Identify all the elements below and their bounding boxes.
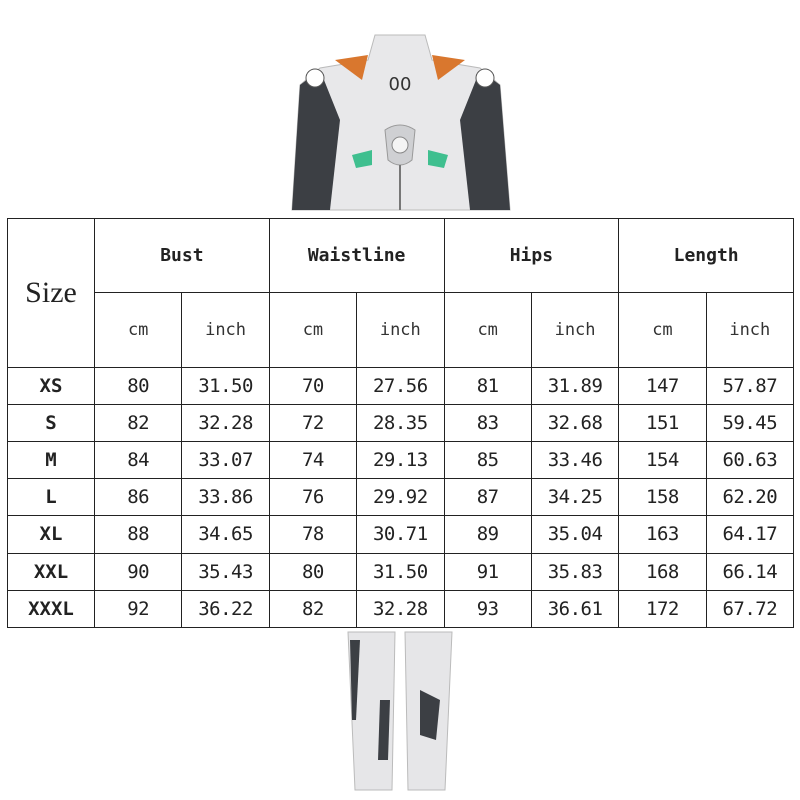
cell-waist-inch: 31.50 (356, 552, 445, 591)
size-chart-table: Size Bust Waistline Hips Length cm inch … (7, 217, 795, 629)
cell-waist-inch: 32.28 (356, 589, 445, 629)
cell-waist-inch: 29.13 (356, 441, 445, 480)
cell-bust-cm: 92 (93, 589, 183, 629)
cell-bust-inch: 34.65 (181, 515, 270, 554)
size-column-header: Size (7, 218, 95, 368)
cell-bust-cm: 82 (93, 403, 183, 443)
cell-bust-inch: 33.07 (181, 441, 270, 480)
unit-inch: inch (356, 292, 445, 368)
cell-waist-cm: 80 (268, 552, 358, 591)
unit-row: cm inch cm inch cm inch cm inch (8, 292, 795, 368)
unit-inch: inch (181, 292, 270, 368)
cell-bust-cm: 84 (93, 441, 183, 480)
cell-bust-cm: 90 (93, 552, 183, 591)
suit-legs (347, 631, 453, 791)
table-row: M 84 33.07 74 29.13 85 33.46 154 60.63 (7, 441, 795, 480)
cell-waist-cm: 82 (268, 589, 358, 629)
cell-bust-cm: 80 (93, 366, 183, 405)
cell-length-cm: 172 (618, 589, 707, 629)
size-label: S (7, 403, 95, 443)
unit-cm: cm (443, 292, 532, 368)
cell-waist-cm: 72 (268, 403, 358, 443)
cell-length-cm: 168 (618, 552, 707, 591)
cell-waist-inch: 29.92 (356, 478, 445, 517)
cell-hips-cm: 91 (443, 552, 532, 591)
cell-hips-inch: 35.83 (530, 552, 620, 591)
cell-waist-cm: 78 (268, 515, 358, 554)
cell-length-inch: 64.17 (705, 515, 795, 554)
table-row: XS 80 31.50 70 27.56 81 31.89 147 57.87 (7, 366, 795, 405)
cell-bust-inch: 32.28 (181, 403, 270, 443)
cell-hips-inch: 36.61 (530, 589, 620, 629)
group-header-hips: Hips (443, 217, 620, 294)
cell-hips-cm: 89 (443, 515, 532, 554)
cell-waist-cm: 76 (268, 478, 358, 517)
cell-waist-cm: 70 (268, 366, 358, 405)
cell-hips-cm: 83 (443, 403, 532, 443)
table-row: S 82 32.28 72 28.35 83 32.68 151 59.45 (7, 403, 795, 443)
cell-bust-inch: 35.43 (181, 552, 270, 591)
cell-length-cm: 154 (618, 441, 707, 480)
cell-hips-inch: 34.25 (530, 478, 620, 517)
cell-hips-inch: 33.46 (530, 441, 620, 480)
cell-length-cm: 147 (618, 366, 707, 405)
table-row: XL 88 34.65 78 30.71 89 35.04 163 64.17 (7, 515, 795, 554)
group-header-bust: Bust (94, 217, 270, 294)
size-label: L (7, 478, 95, 517)
cell-waist-inch: 27.56 (356, 366, 445, 405)
cell-hips-cm: 81 (443, 366, 532, 405)
cell-bust-inch: 31.50 (181, 366, 270, 405)
cell-length-inch: 59.45 (705, 403, 795, 443)
cell-bust-cm: 88 (93, 515, 183, 554)
cell-bust-inch: 36.22 (181, 589, 270, 629)
cell-hips-inch: 35.04 (530, 515, 620, 554)
cell-length-inch: 57.87 (705, 366, 795, 405)
cell-bust-inch: 33.86 (181, 478, 270, 517)
cell-length-inch: 67.72 (705, 589, 795, 629)
cell-hips-cm: 93 (443, 589, 532, 629)
table-row: XXL 90 35.43 80 31.50 91 35.83 168 66.14 (7, 552, 795, 591)
group-header-length: Length (618, 217, 794, 294)
group-header-waistline: Waistline (268, 217, 445, 294)
unit-inch: inch (705, 292, 795, 368)
cell-hips-inch: 32.68 (530, 403, 620, 443)
unit-cm: cm (618, 292, 707, 368)
cell-length-inch: 62.20 (705, 478, 795, 517)
unit-inch: inch (530, 292, 620, 368)
unit-cm: cm (93, 292, 183, 368)
suit-upper-body: 00 (291, 34, 511, 211)
size-label: M (7, 441, 95, 480)
unit-cm: cm (268, 292, 358, 368)
cell-length-inch: 60.63 (705, 441, 795, 480)
header-row: Size Bust Waistline Hips Length (7, 217, 794, 368)
cell-hips-inch: 31.89 (530, 366, 620, 405)
chest-emblem: 00 (389, 74, 412, 95)
size-label: XL (7, 515, 95, 554)
size-label: XXL (7, 552, 95, 591)
cell-hips-cm: 87 (443, 478, 532, 517)
table-row: L 86 33.86 76 29.92 87 34.25 158 62.20 (7, 478, 795, 517)
table-row: XXXL 92 36.22 82 32.28 93 36.61 172 67.72 (7, 589, 795, 629)
cell-length-cm: 151 (618, 403, 707, 443)
cell-hips-cm: 85 (443, 441, 532, 480)
cell-waist-cm: 74 (268, 441, 358, 480)
cell-length-inch: 66.14 (705, 552, 795, 591)
cell-waist-inch: 28.35 (356, 403, 445, 443)
cell-bust-cm: 86 (93, 478, 183, 517)
size-label: XXXL (7, 589, 95, 629)
cell-length-cm: 158 (618, 478, 707, 517)
size-label: XS (7, 366, 95, 405)
cell-waist-inch: 30.71 (356, 515, 445, 554)
cell-length-cm: 163 (618, 515, 707, 554)
